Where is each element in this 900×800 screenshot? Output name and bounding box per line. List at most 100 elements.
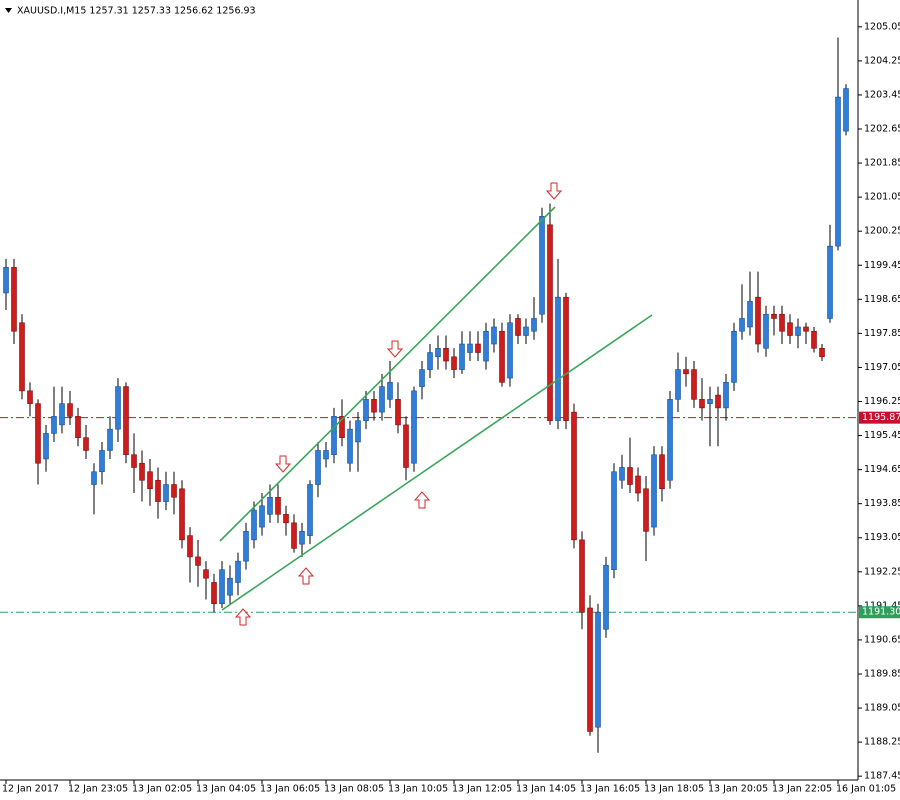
y-tick-label: 1201.05 — [864, 192, 900, 203]
candle-body — [355, 420, 361, 443]
x-tick-label: 13 Jan 10:05 — [388, 784, 448, 795]
y-tick-label: 1193.05 — [864, 532, 900, 543]
candle-body — [59, 403, 65, 426]
candle-body — [619, 467, 625, 481]
candle-body — [283, 514, 289, 524]
candle-body — [659, 454, 665, 490]
candle-body — [171, 484, 177, 498]
candle-body — [363, 399, 369, 421]
candle-body — [715, 394, 721, 409]
drawings — [219, 182, 653, 626]
candle-body — [347, 428, 353, 464]
candle-body — [643, 488, 649, 532]
candle-body — [579, 539, 585, 613]
candle-body — [243, 531, 249, 562]
x-tick-label: 13 Jan 02:05 — [132, 784, 192, 795]
x-tick-label: 13 Jan 08:05 — [324, 784, 384, 795]
y-tick-label: 1197.05 — [864, 362, 900, 373]
y-tick-label: 1193.85 — [864, 498, 900, 509]
candle-body — [163, 484, 169, 502]
candle-body — [131, 454, 137, 468]
candle-body — [371, 399, 377, 413]
candle-body — [155, 479, 161, 502]
candle-body — [411, 390, 417, 464]
candle-body — [19, 322, 25, 392]
candle-body — [731, 330, 737, 383]
down-arrow — [274, 455, 292, 473]
candle-body — [291, 522, 297, 549]
candle-body — [427, 352, 433, 370]
candle-body — [819, 347, 825, 358]
level-label-box — [859, 411, 900, 424]
candle-body — [99, 450, 105, 473]
level-label: 1191.30 — [862, 607, 900, 618]
candle-body — [699, 399, 705, 409]
candle-body — [187, 535, 193, 558]
candle-body — [707, 399, 713, 404]
x-tick-label: 13 Jan 04:05 — [196, 784, 256, 795]
y-tick-label: 1187.45 — [864, 771, 900, 782]
candle-body — [651, 454, 657, 528]
x-tick-label: 13 Jan 22:05 — [772, 784, 832, 795]
candle-body — [787, 322, 793, 336]
candle-body — [739, 318, 745, 332]
y-tick-label: 1191.45 — [864, 600, 900, 611]
candle-body — [139, 462, 145, 481]
candle-body — [451, 356, 457, 370]
candle-body — [387, 382, 393, 400]
candle-body — [275, 496, 281, 515]
candle-body — [467, 343, 473, 353]
candle-body — [763, 313, 769, 349]
candle-body — [267, 496, 273, 515]
candle-body — [235, 560, 241, 583]
candle-body — [107, 428, 113, 451]
x-tick-label: 13 Jan 18:05 — [644, 784, 704, 795]
candle-body — [339, 416, 345, 438]
y-tick-label: 1203.45 — [864, 89, 900, 100]
candle-body — [563, 296, 569, 421]
candle-body — [11, 267, 17, 332]
y-tick-label: 1202.65 — [864, 124, 900, 135]
candle-body — [691, 369, 697, 400]
up-arrow — [297, 567, 315, 585]
candle-body — [43, 433, 49, 460]
candle-body — [435, 347, 441, 358]
x-tick-label: 13 Jan 16:05 — [580, 784, 640, 795]
candle-body — [635, 475, 641, 494]
candle-body — [323, 450, 329, 460]
x-tick-label: 12 Jan 23:05 — [68, 784, 128, 795]
candle-body — [227, 577, 233, 596]
candle-body — [547, 224, 553, 421]
y-tick-label: 1188.25 — [864, 737, 900, 748]
up-arrow — [234, 608, 252, 626]
y-tick-label: 1201.85 — [864, 158, 900, 169]
candle-body — [683, 369, 689, 375]
candle-body — [315, 450, 321, 485]
candle-body — [507, 322, 513, 379]
candle-body — [475, 343, 481, 353]
candle-body — [331, 416, 337, 456]
candle-body — [515, 318, 521, 336]
candle-body — [595, 611, 601, 728]
y-tick-label: 1192.25 — [864, 566, 900, 577]
y-tick-label: 1197.85 — [864, 328, 900, 339]
x-tick-label: 13 Jan 12:05 — [452, 784, 512, 795]
y-tick-label: 1198.65 — [864, 294, 900, 305]
candle-body — [203, 569, 209, 579]
candle-body — [83, 437, 89, 451]
candle-body — [755, 296, 761, 345]
y-tick-label: 1205.05 — [864, 21, 900, 32]
candle-body — [723, 382, 729, 409]
candle-body — [259, 505, 265, 528]
candle-body — [531, 318, 537, 332]
candle-body — [587, 607, 593, 732]
x-tick-label: 13 Jan 06:05 — [260, 784, 320, 795]
trend-line — [219, 206, 556, 542]
y-tick-label: 1204.25 — [864, 55, 900, 66]
x-tick-label: 12 Jan 2017 — [2, 784, 59, 795]
x-tick-label: 13 Jan 14:05 — [516, 784, 576, 795]
candle-body — [251, 509, 257, 541]
level-label-box — [859, 606, 900, 619]
candle-body — [195, 556, 201, 566]
